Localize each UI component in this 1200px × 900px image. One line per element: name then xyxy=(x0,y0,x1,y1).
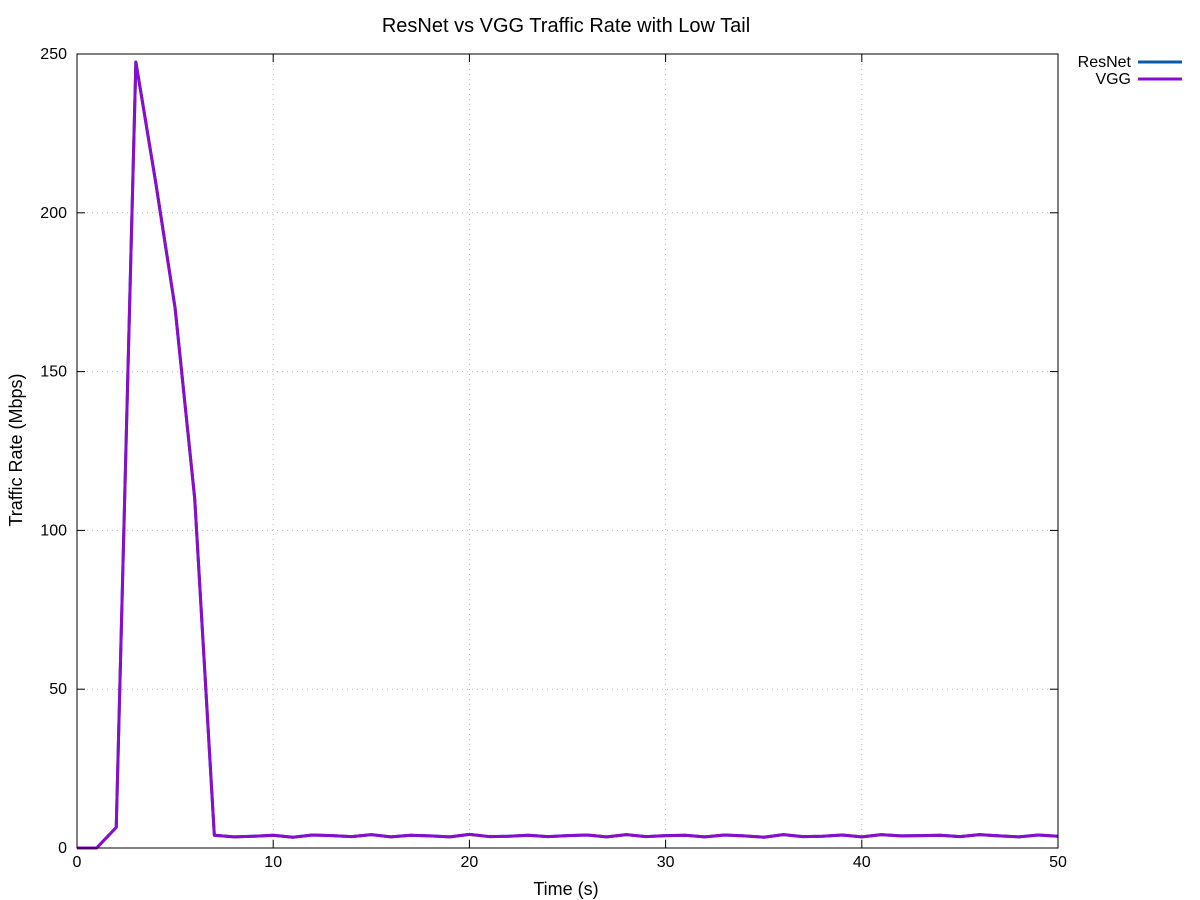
series-layer xyxy=(77,60,1059,850)
legend-label-resnet: ResNet xyxy=(1078,54,1132,71)
y-tick-label: 0 xyxy=(58,840,67,857)
x-tick-label: 50 xyxy=(1049,854,1067,871)
y-axis-label: Traffic Rate (Mbps) xyxy=(6,373,26,526)
x-axis-label: Time (s) xyxy=(533,879,598,899)
chart-title: ResNet vs VGG Traffic Rate with Low Tail xyxy=(382,15,750,37)
plot-border xyxy=(76,53,1059,849)
y-tick-label: 100 xyxy=(40,522,67,539)
y-tick-label: 250 xyxy=(40,46,67,63)
series-line-resnet xyxy=(77,60,1059,850)
x-tick-label: 10 xyxy=(264,854,282,871)
y-tick-label: 150 xyxy=(40,364,67,381)
x-tick-label: 0 xyxy=(73,854,82,871)
x-tick-label: 20 xyxy=(461,854,479,871)
grid-layer xyxy=(77,54,1058,848)
x-tick-label: 40 xyxy=(853,854,871,871)
y-tick-label: 200 xyxy=(40,205,67,222)
axes-layer: 0 10 20 30 40 50 0 50 100 150 200 250 xyxy=(40,46,1067,871)
x-tick-label: 30 xyxy=(657,854,675,871)
series-line-vgg xyxy=(77,60,1059,850)
y-tick-label: 50 xyxy=(49,681,67,698)
legend-label-vgg: VGG xyxy=(1095,71,1131,88)
